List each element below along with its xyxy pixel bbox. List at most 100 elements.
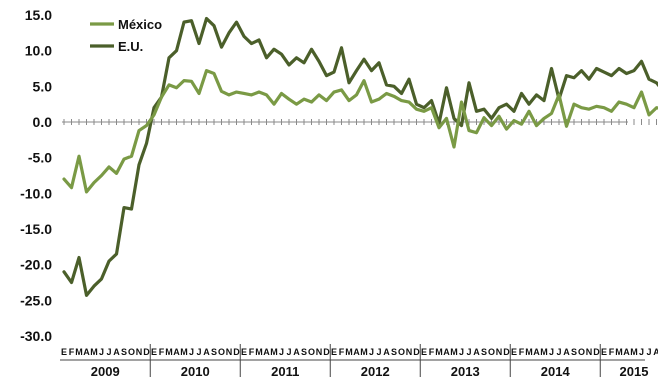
month-label: E bbox=[511, 347, 517, 357]
month-label: O bbox=[488, 347, 495, 357]
month-label: F bbox=[519, 347, 525, 357]
month-label: N bbox=[586, 347, 593, 357]
month-label: A bbox=[473, 347, 480, 357]
month-label: O bbox=[128, 347, 135, 357]
month-label: J bbox=[556, 347, 561, 357]
month-label: M bbox=[450, 347, 458, 357]
year-label: 2013 bbox=[451, 364, 480, 377]
month-label: F bbox=[429, 347, 435, 357]
month-label: M bbox=[90, 347, 98, 357]
y-tick-label: 0.0 bbox=[33, 114, 53, 130]
month-label: A bbox=[563, 347, 570, 357]
year-label: 2011 bbox=[271, 364, 299, 377]
month-label: F bbox=[339, 347, 345, 357]
y-tick-label: -30.0 bbox=[20, 328, 52, 344]
month-label: A bbox=[353, 347, 360, 357]
month-label: M bbox=[165, 347, 173, 357]
month-label: J bbox=[369, 347, 374, 357]
month-label: D bbox=[233, 347, 240, 357]
month-label: A bbox=[653, 347, 658, 357]
month-label: M bbox=[435, 347, 443, 357]
month-label: E bbox=[331, 347, 337, 357]
month-label: E bbox=[61, 347, 67, 357]
y-tick-label: -20.0 bbox=[20, 257, 52, 273]
month-label: D bbox=[593, 347, 600, 357]
month-label: F bbox=[69, 347, 75, 357]
month-label: J bbox=[646, 347, 651, 357]
month-label: E bbox=[151, 347, 157, 357]
month-label: S bbox=[571, 347, 577, 357]
series-layer bbox=[62, 16, 658, 297]
legend: México E.U. bbox=[90, 17, 162, 54]
month-label: A bbox=[443, 347, 450, 357]
month-label: A bbox=[293, 347, 300, 357]
month-label: D bbox=[503, 347, 510, 357]
month-label: S bbox=[301, 347, 307, 357]
month-label: J bbox=[286, 347, 291, 357]
y-tick-label: 5.0 bbox=[33, 78, 53, 94]
month-label: N bbox=[496, 347, 503, 357]
month-label: S bbox=[121, 347, 127, 357]
month-label: M bbox=[525, 347, 533, 357]
month-label: M bbox=[540, 347, 548, 357]
month-label: J bbox=[279, 347, 284, 357]
month-label: A bbox=[173, 347, 180, 357]
month-label: M bbox=[255, 347, 263, 357]
legend-label: E.U. bbox=[118, 39, 143, 54]
month-label: O bbox=[218, 347, 225, 357]
legend-label: México bbox=[118, 17, 162, 32]
month-label: F bbox=[159, 347, 165, 357]
month-label: M bbox=[270, 347, 278, 357]
month-label: E bbox=[241, 347, 247, 357]
month-label: F bbox=[249, 347, 255, 357]
year-label: 2015 bbox=[620, 364, 649, 377]
month-label: S bbox=[481, 347, 487, 357]
month-label: F bbox=[609, 347, 615, 357]
y-tick-label: -15.0 bbox=[20, 221, 52, 237]
series-line-mexico bbox=[62, 69, 658, 194]
series-line-eu bbox=[62, 16, 658, 297]
month-label: O bbox=[578, 347, 585, 357]
month-label: A bbox=[383, 347, 390, 357]
y-axis: 15.0 10.0 5.0 0.0 -5.0 -10.0 -15.0 -20.0 -25.0 -3… bbox=[20, 7, 52, 344]
month-label: J bbox=[189, 347, 194, 357]
year-label: 2012 bbox=[361, 364, 390, 377]
month-label: N bbox=[316, 347, 323, 357]
month-label: M bbox=[630, 347, 638, 357]
month-label: A bbox=[203, 347, 210, 357]
month-label: M bbox=[75, 347, 83, 357]
month-label: A bbox=[263, 347, 270, 357]
month-label: A bbox=[113, 347, 120, 357]
y-tick-label: 10.0 bbox=[25, 43, 52, 59]
month-label: M bbox=[615, 347, 623, 357]
month-label: D bbox=[143, 347, 150, 357]
month-label: E bbox=[601, 347, 607, 357]
month-label: J bbox=[376, 347, 381, 357]
y-tick-label: -5.0 bbox=[28, 150, 52, 166]
month-label: N bbox=[136, 347, 143, 357]
month-label: J bbox=[106, 347, 111, 357]
y-tick-label: -10.0 bbox=[20, 185, 52, 201]
month-label: E bbox=[421, 347, 427, 357]
month-label: J bbox=[639, 347, 644, 357]
month-label: J bbox=[466, 347, 471, 357]
year-label: 2010 bbox=[181, 364, 210, 377]
month-label: A bbox=[83, 347, 90, 357]
month-label: J bbox=[549, 347, 554, 357]
month-label: N bbox=[406, 347, 413, 357]
month-label: J bbox=[459, 347, 464, 357]
month-label: D bbox=[413, 347, 420, 357]
month-label: A bbox=[533, 347, 540, 357]
y-tick-label: -25.0 bbox=[20, 292, 52, 308]
month-label: O bbox=[398, 347, 405, 357]
month-label: J bbox=[99, 347, 104, 357]
year-label: 2014 bbox=[541, 364, 571, 377]
month-label: O bbox=[308, 347, 315, 357]
month-label: M bbox=[360, 347, 368, 357]
month-label: M bbox=[180, 347, 188, 357]
month-label: N bbox=[226, 347, 233, 357]
year-label: 2009 bbox=[91, 364, 120, 377]
month-label: J bbox=[196, 347, 201, 357]
